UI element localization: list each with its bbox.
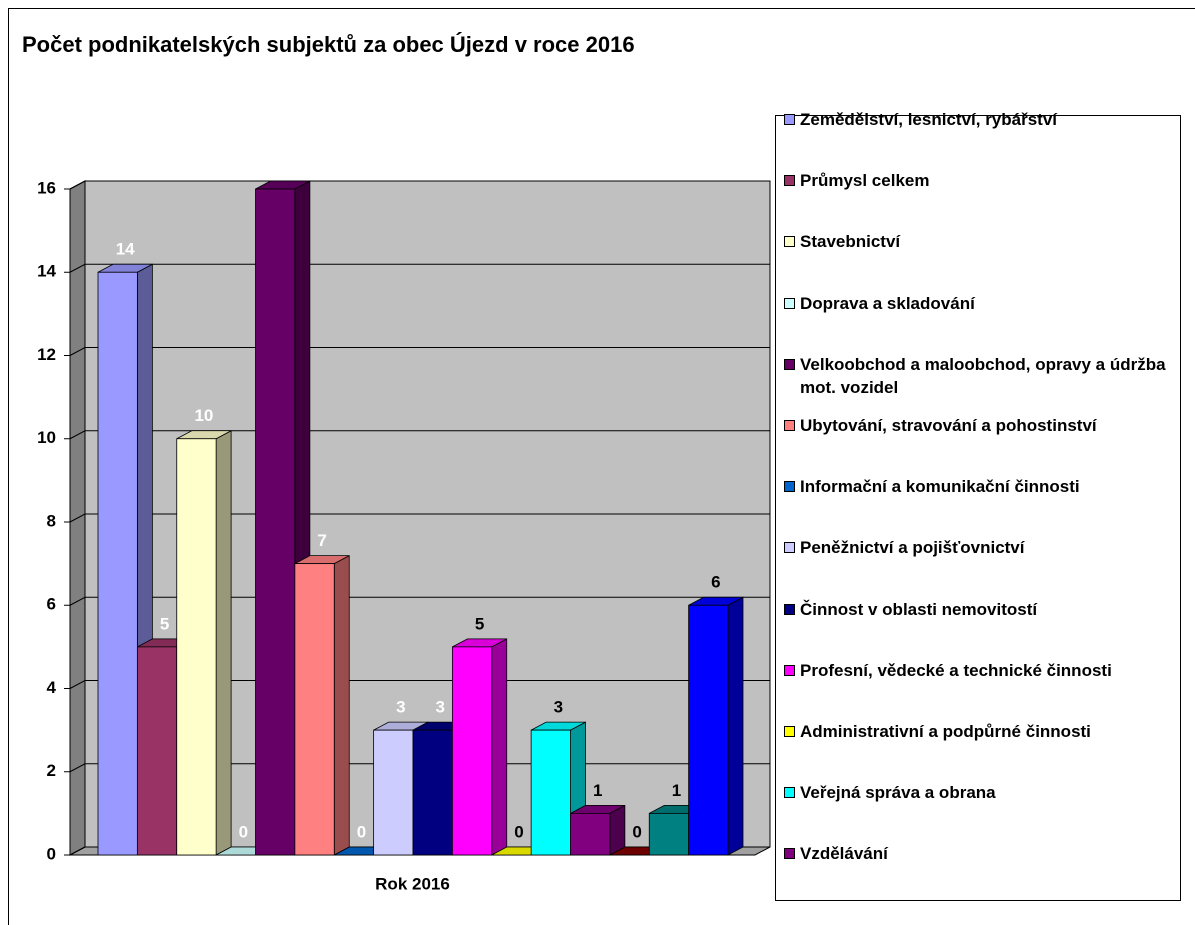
y-tick-label: 0 xyxy=(47,844,56,863)
grid-line xyxy=(69,430,770,440)
bar xyxy=(97,271,138,856)
legend-entry: Profesní, vědecké a technické činnosti xyxy=(784,659,1179,682)
legend-entry: Administrativní a podpůrné činnosti xyxy=(784,720,1179,743)
legend-swatch xyxy=(784,664,795,676)
bar xyxy=(688,604,729,856)
legend-label: Doprava a skladování xyxy=(800,293,975,313)
legend-swatch xyxy=(784,175,795,187)
data-label: 7 xyxy=(317,531,326,550)
legend-swatch xyxy=(784,787,795,799)
data-label: 3 xyxy=(396,698,405,717)
data-label: 3 xyxy=(435,698,444,717)
bar xyxy=(648,812,690,856)
data-label: 5 xyxy=(475,614,484,633)
data-label: 14 xyxy=(116,240,135,259)
bar-side xyxy=(215,430,232,856)
y-tick-label: 4 xyxy=(47,678,57,697)
bar xyxy=(373,729,414,856)
legend-swatch xyxy=(784,420,795,431)
bar-side xyxy=(727,596,744,856)
y-tick-label: 8 xyxy=(47,511,56,530)
grid-line xyxy=(69,513,770,523)
legend-entry: Průmysl celkem xyxy=(784,169,1179,192)
legend-label: Stavebnictví xyxy=(800,232,901,252)
legend-swatch xyxy=(784,481,795,493)
legend-swatch xyxy=(784,358,795,370)
data-label: 0 xyxy=(514,822,523,841)
bar-side xyxy=(491,638,508,856)
bar xyxy=(451,646,493,856)
legend-entry: Veřejná správa a obrana xyxy=(784,781,1179,804)
legend-swatch xyxy=(784,726,795,737)
legend-label: Průmysl celkem xyxy=(800,171,930,191)
legend-entry: Peněžnictví a pojišťovnictví xyxy=(784,536,1179,559)
y-tick-label: 10 xyxy=(37,428,56,447)
bar xyxy=(530,729,571,856)
legend-entry: Zemědělství, lesnictví, rybářství xyxy=(784,108,1179,131)
chart-title: Počet podnikatelských subjektů za obec Ú… xyxy=(22,32,635,57)
grid-line xyxy=(69,680,770,689)
legend-label: Veřejná správa a obrana xyxy=(800,783,996,803)
legend-swatch xyxy=(784,236,795,248)
legend-label: Administrativní a podpůrné činnosti xyxy=(800,722,1091,741)
legend-entry: Stavebnictví xyxy=(784,230,1179,253)
data-label: 0 xyxy=(632,822,641,841)
legend-label: Činnost v oblasti nemovitostí xyxy=(800,599,1038,619)
bar xyxy=(255,188,296,856)
data-label: 10 xyxy=(194,406,213,425)
y-tick-label: 16 xyxy=(37,178,56,197)
bar xyxy=(570,812,611,856)
legend-swatch xyxy=(784,848,795,860)
data-label: 0 xyxy=(357,822,366,841)
bar xyxy=(294,563,335,856)
grid-line xyxy=(69,596,770,606)
legend-label: Ubytování, stravování a pohostinství xyxy=(800,416,1097,435)
legend-label: Informační a komunikační činnosti xyxy=(800,477,1080,497)
y-tick-label: 2 xyxy=(47,761,56,780)
legend-entry: Ubytování, stravování a pohostinství xyxy=(784,414,1179,437)
bar-side xyxy=(333,554,350,856)
legend-entry: Vzdělávání xyxy=(784,842,1179,865)
legend: Zemědělství, lesnictví, rybářství Průmysl… xyxy=(775,110,1181,901)
y-tick-label: 14 xyxy=(37,262,56,281)
legend-entry: Velkoobchod a maloobchod, opravy a údržb… xyxy=(784,353,1179,399)
data-label: 3 xyxy=(554,698,563,717)
bar xyxy=(136,646,178,856)
legend-label: Vzdělávání xyxy=(800,844,888,864)
x-tick-label: Rok 2016 xyxy=(375,874,450,893)
legend-label: Peněžnictví a pojišťovnictví xyxy=(800,538,1025,558)
y-tick-label: 6 xyxy=(47,595,56,614)
legend-swatch xyxy=(784,114,795,125)
data-label: 1 xyxy=(593,781,602,800)
legend-label: Zemědělství, lesnictví, rybářství xyxy=(800,110,1058,129)
bar xyxy=(412,729,453,856)
data-label: 6 xyxy=(711,573,720,592)
grid-line xyxy=(69,263,770,273)
data-label: 16 xyxy=(273,156,292,175)
legend-entry: Činnost v oblasti nemovitostí xyxy=(784,598,1179,621)
grid-line xyxy=(69,180,770,190)
data-label: 0 xyxy=(239,822,248,841)
data-label: 1 xyxy=(672,781,681,800)
legend-swatch xyxy=(784,542,795,554)
bar-side xyxy=(609,804,626,856)
data-label: 5 xyxy=(160,614,169,633)
grid-line xyxy=(69,347,770,356)
legend-entry: Informační a komunikační činnosti xyxy=(784,475,1179,498)
legend-entry: Doprava a skladování xyxy=(784,292,1179,315)
y-tick-label: 12 xyxy=(37,345,56,364)
bar xyxy=(176,438,217,856)
legend-label: Profesní, vědecké a technické činnosti xyxy=(800,660,1112,680)
legend-swatch xyxy=(784,603,795,615)
legend-label: Velkoobchod a maloobchod, opravy a údržb… xyxy=(800,354,1166,397)
legend-swatch xyxy=(784,297,795,309)
